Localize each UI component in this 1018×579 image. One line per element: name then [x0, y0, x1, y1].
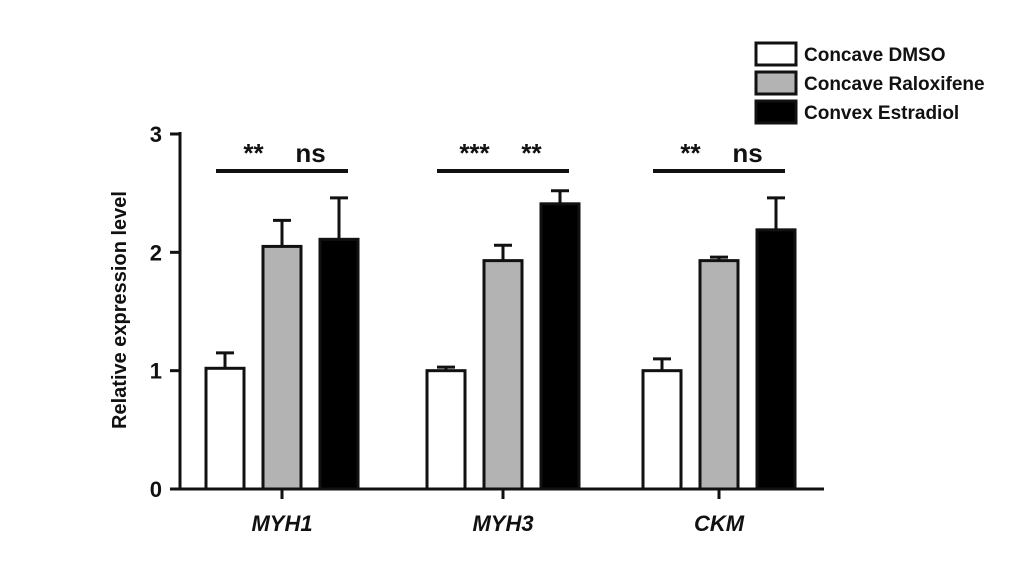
x-tick-label: MYH3	[472, 511, 533, 536]
legend: Concave DMSO Concave Raloxifene Convex Est…	[754, 41, 985, 125]
significance-label: **	[680, 138, 701, 168]
legend-label: Convex Estradiol	[804, 103, 959, 124]
legend-swatch	[754, 41, 798, 67]
bar	[482, 259, 524, 491]
y-axis-title: Relative expression level	[109, 191, 131, 429]
bar	[318, 237, 360, 491]
y-tick-label: 0	[150, 477, 162, 502]
significance-label: **	[243, 138, 264, 168]
significance-label: ns	[295, 138, 325, 168]
significance-label: **	[521, 138, 542, 168]
legend-swatch	[754, 70, 798, 96]
y-tick-label: 1	[150, 359, 162, 384]
bar	[261, 244, 303, 491]
bar	[698, 259, 740, 491]
legend-swatch	[754, 99, 798, 125]
y-tick-label: 2	[150, 240, 162, 265]
significance-label: ***	[459, 138, 490, 168]
bar	[204, 366, 246, 491]
bar	[425, 369, 467, 491]
y-tick-label: 3	[150, 122, 162, 147]
x-tick-label: MYH1	[251, 511, 312, 536]
x-tick-label: CKM	[694, 511, 745, 536]
significance-label: ns	[732, 138, 762, 168]
bar	[641, 369, 683, 491]
bar	[755, 228, 797, 491]
bar	[539, 202, 581, 491]
legend-label: Concave DMSO	[804, 45, 945, 66]
legend-label: Concave Raloxifene	[804, 74, 985, 95]
